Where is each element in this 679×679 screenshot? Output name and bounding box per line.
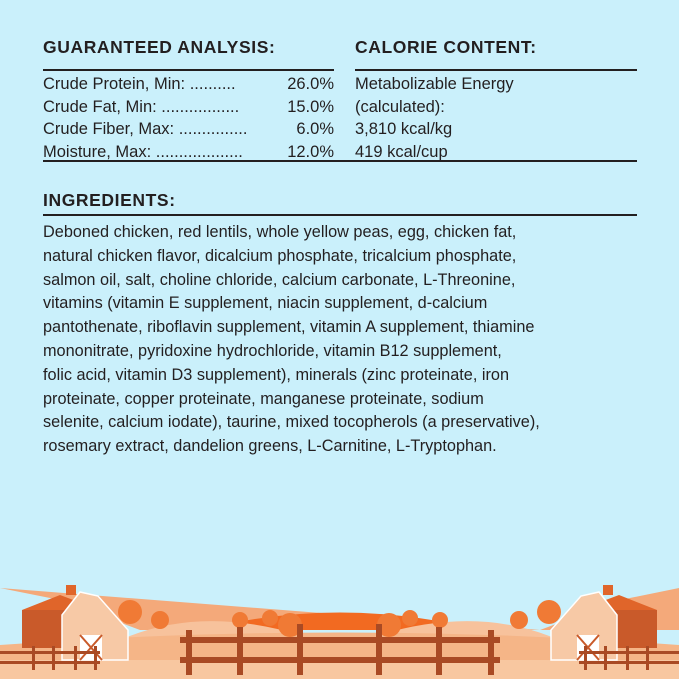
barn-left	[22, 585, 129, 661]
calorie-line: (calculated):	[355, 97, 445, 116]
ingredients-line: rosemary extract, dandelion greens, L-Ca…	[43, 437, 497, 456]
ingredients-line: Deboned chicken, red lentils, whole yell…	[43, 223, 517, 241]
far-hill	[0, 588, 679, 630]
analysis-value: 26.0%	[287, 75, 334, 93]
ingredients-line: vitamins (vitamin E supplement, niacin s…	[43, 294, 488, 313]
analysis-value: 15.0%	[287, 97, 334, 116]
calorie-lines: Metabolizable Energy (calculated): 3,810…	[355, 73, 514, 163]
trees	[118, 600, 561, 637]
divider	[43, 214, 637, 216]
ingredients-line: pantothenate, riboflavin supplement, vit…	[43, 318, 535, 337]
ingredients-line: salmon oil, salt, choline chloride, calc…	[43, 270, 516, 289]
analysis-row: Moisture, Max: ................... 12.0%	[43, 141, 334, 164]
analysis-row: Crude Fat, Min: ................. 15.0%	[43, 96, 334, 119]
calorie-line: 419 kcal/cup	[355, 142, 448, 161]
analysis-value: 6.0%	[296, 120, 334, 138]
ingredients-line: selenite, calcium iodate), taurine, mixe…	[43, 413, 540, 432]
divider	[43, 69, 334, 71]
farm-landscape-illustration	[0, 585, 679, 679]
ground	[0, 660, 679, 679]
analysis-label: Crude Fiber, Max: ...............	[43, 120, 248, 138]
ingredients-line: folic acid, vitamin D3 supplement), mine…	[43, 365, 510, 384]
ingredients-line: mononitrate, pyridoxine hydrochloride, v…	[43, 341, 502, 360]
ingredients-line: natural chicken flavor, dicalcium phosph…	[43, 246, 517, 265]
calorie-line: Metabolizable Energy	[355, 75, 514, 93]
ingredients-title: INGREDIENTS:	[43, 190, 176, 210]
analysis-label: Crude Protein, Min: ..........	[43, 75, 236, 93]
analysis-label: Moisture, Max: ...................	[43, 142, 243, 161]
analysis-table: Crude Protein, Min: .......... 26.0% Crud…	[43, 73, 334, 163]
analysis-label: Crude Fat, Min: .................	[43, 97, 240, 116]
calorie-line: 3,810 kcal/kg	[355, 120, 453, 138]
analysis-row: Crude Protein, Min: .......... 26.0%	[43, 73, 334, 96]
analysis-row: Crude Fiber, Max: ............... 6.0%	[43, 118, 334, 141]
calorie-content-title: CALORIE CONTENT:	[355, 37, 537, 57]
fence	[0, 624, 679, 675]
ingredients-line: proteinate, copper proteinate, manganese…	[43, 389, 484, 408]
ingredients-list: Deboned chicken, red lentils, whole yell…	[43, 221, 643, 459]
divider	[43, 160, 637, 162]
divider	[355, 69, 637, 71]
guaranteed-analysis-title: GUARANTEED ANALYSIS:	[43, 37, 276, 57]
analysis-value: 12.0%	[287, 142, 334, 161]
